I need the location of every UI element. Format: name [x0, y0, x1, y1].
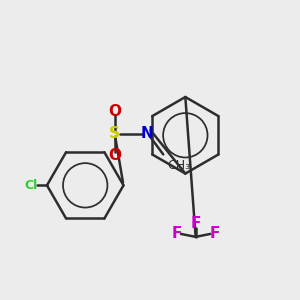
Text: O: O [108, 148, 121, 164]
Text: CH₃: CH₃ [168, 159, 191, 172]
Text: F: F [171, 226, 182, 242]
Text: F: F [210, 226, 220, 242]
Text: F: F [190, 216, 201, 231]
Text: S: S [109, 126, 120, 141]
Text: O: O [108, 104, 121, 119]
Text: Cl: Cl [24, 179, 38, 192]
Text: N: N [141, 126, 153, 141]
